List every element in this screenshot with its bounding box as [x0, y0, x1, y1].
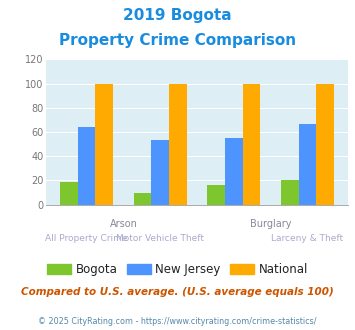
Bar	[316, 83, 334, 205]
Bar	[151, 141, 169, 205]
Bar	[243, 83, 260, 205]
Text: All Property Crime: All Property Crime	[45, 234, 128, 243]
Bar	[78, 127, 95, 205]
Text: 2019 Bogota: 2019 Bogota	[123, 8, 232, 23]
Bar	[281, 181, 299, 205]
Text: Burglary: Burglary	[250, 219, 291, 229]
Text: Motor Vehicle Theft: Motor Vehicle Theft	[116, 234, 204, 243]
Bar	[207, 185, 225, 205]
Text: Larceny & Theft: Larceny & Theft	[271, 234, 344, 243]
Bar	[60, 182, 78, 205]
Text: Arson: Arson	[109, 219, 137, 229]
Bar	[169, 83, 187, 205]
Text: Compared to U.S. average. (U.S. average equals 100): Compared to U.S. average. (U.S. average …	[21, 287, 334, 297]
Text: © 2025 CityRating.com - https://www.cityrating.com/crime-statistics/: © 2025 CityRating.com - https://www.city…	[38, 317, 317, 326]
Bar	[299, 123, 316, 205]
Bar	[95, 83, 113, 205]
Bar	[225, 138, 243, 205]
Legend: Bogota, New Jersey, National: Bogota, New Jersey, National	[43, 258, 312, 281]
Bar	[134, 192, 151, 205]
Text: Property Crime Comparison: Property Crime Comparison	[59, 33, 296, 48]
